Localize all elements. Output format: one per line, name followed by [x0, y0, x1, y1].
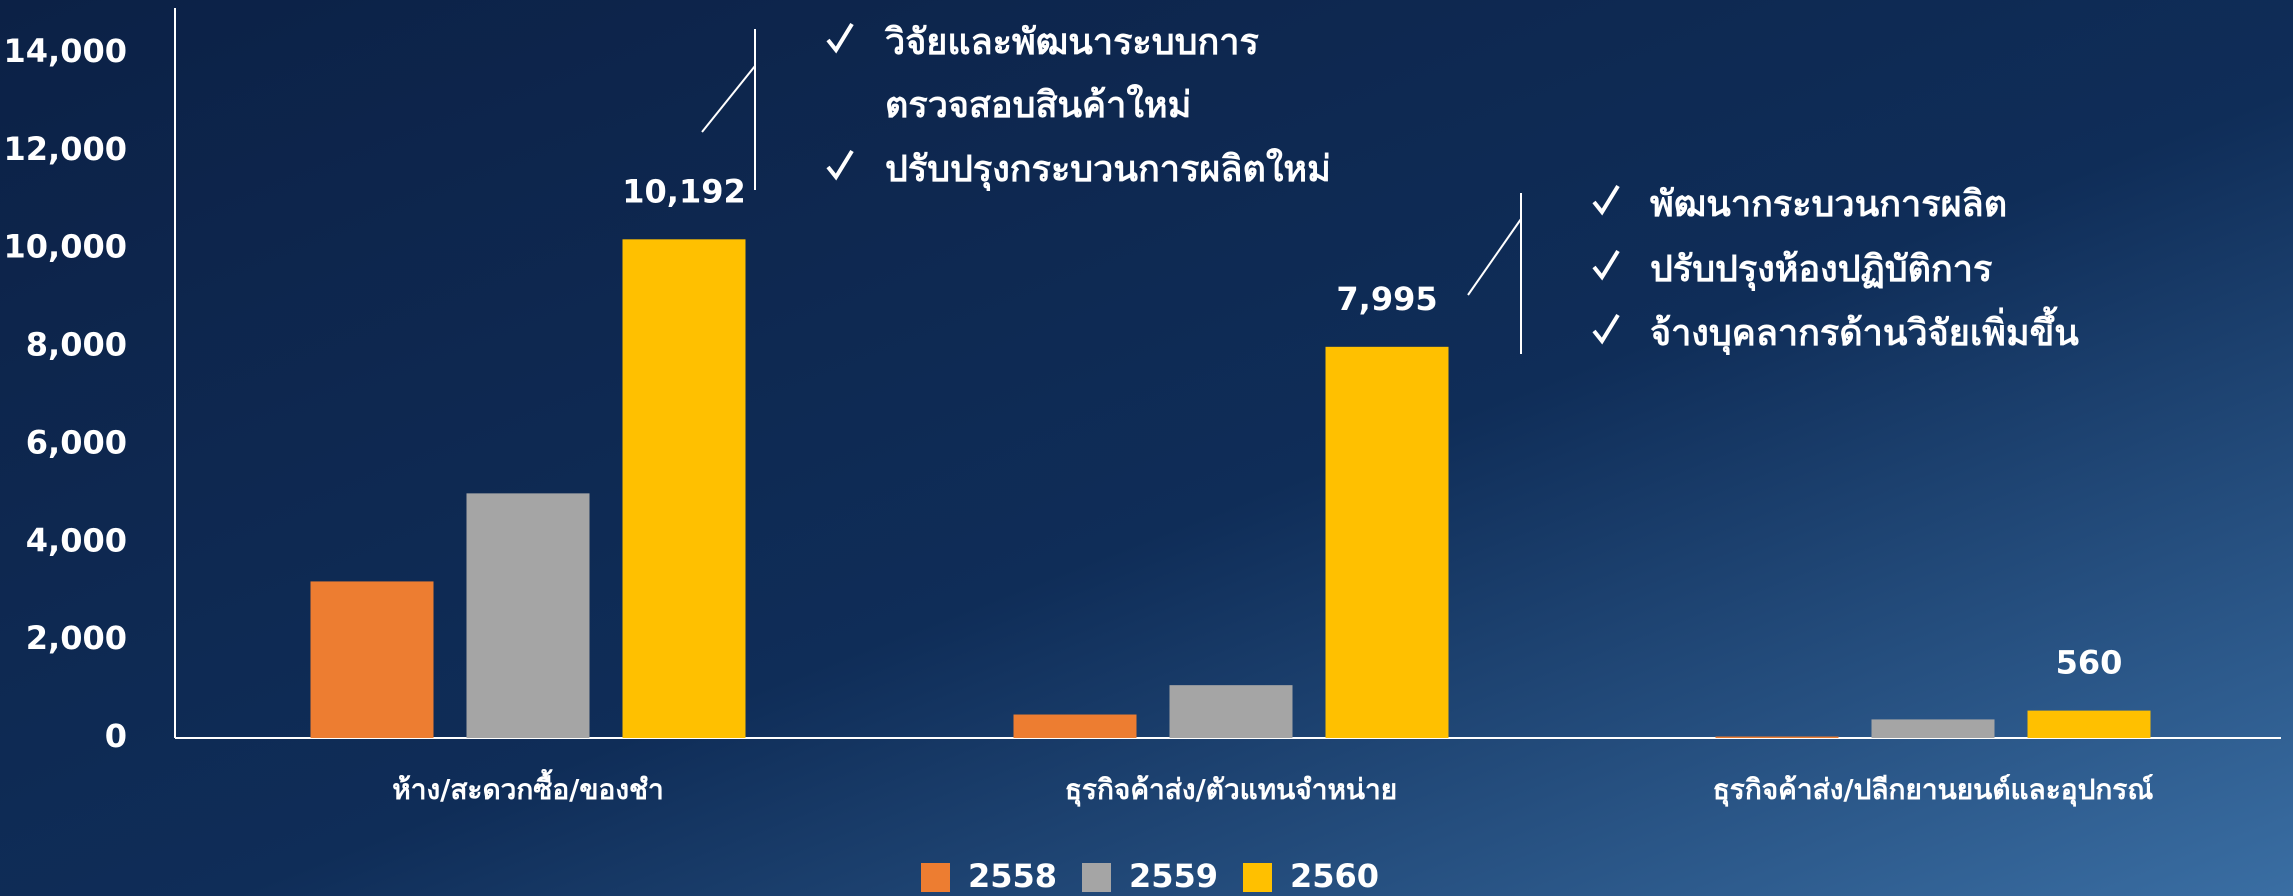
y-tick-label: 6,000: [26, 423, 127, 461]
y-tick-label: 8,000: [26, 326, 127, 364]
x-tick-label: ธุรกิจค้าส่ง/ตัวแทนจำหน่าย: [1065, 773, 1397, 807]
y-tick-label: 14,000: [4, 32, 127, 70]
bar: [1871, 719, 1995, 738]
value-label: 7,995: [1336, 280, 1437, 318]
y-tick-label: 0: [105, 717, 127, 755]
y-tick-label: 4,000: [26, 521, 127, 559]
y-tick-label: 2,000: [26, 619, 127, 657]
checkmarks: [826, 22, 1620, 345]
bar: [1325, 346, 1449, 738]
bar: [466, 493, 590, 738]
bar: [1169, 685, 1293, 738]
x-tick-label: ห้าง/สะดวกซื้อ/ของชำ: [392, 768, 663, 806]
annotation: วิจัยและพัฒนาระบบการ: [884, 22, 1259, 63]
annotation: จ้างบุคลากรด้านวิจัยเพิ่มขึ้น: [1650, 306, 2079, 356]
legend-label: 2559: [1129, 857, 1218, 895]
legend-label: 2560: [1290, 857, 1379, 895]
value-label: 10,192: [622, 172, 745, 210]
value-label: 560: [2056, 644, 2123, 682]
annotation: ปรับปรุงห้องปฏิบัติการ: [1650, 249, 1993, 292]
bar: [1715, 736, 1839, 738]
bar: [2027, 710, 2151, 738]
y-tick-label: 12,000: [4, 130, 127, 168]
bar: [1013, 714, 1137, 738]
annotation: ตรวจสอบสินค้าใหม่: [885, 83, 1191, 126]
legend-label: 2558: [968, 857, 1057, 895]
bar: [622, 239, 746, 738]
legend-swatch: [921, 863, 950, 892]
legend-swatch: [1243, 863, 1272, 892]
legend-swatch: [1082, 863, 1111, 892]
annotation: ปรับปรุงกระบวนการผลิตใหม่: [885, 147, 1331, 192]
brackets: [701, 29, 1522, 354]
annotation: พัฒนากระบวนการผลิต: [1650, 184, 2007, 225]
bar: [310, 581, 434, 738]
x-tick-label: ธุรกิจค้าส่ง/ปลีกยานยนต์และอุปกรณ์: [1713, 773, 2154, 807]
y-tick-label: 10,000: [4, 228, 127, 266]
